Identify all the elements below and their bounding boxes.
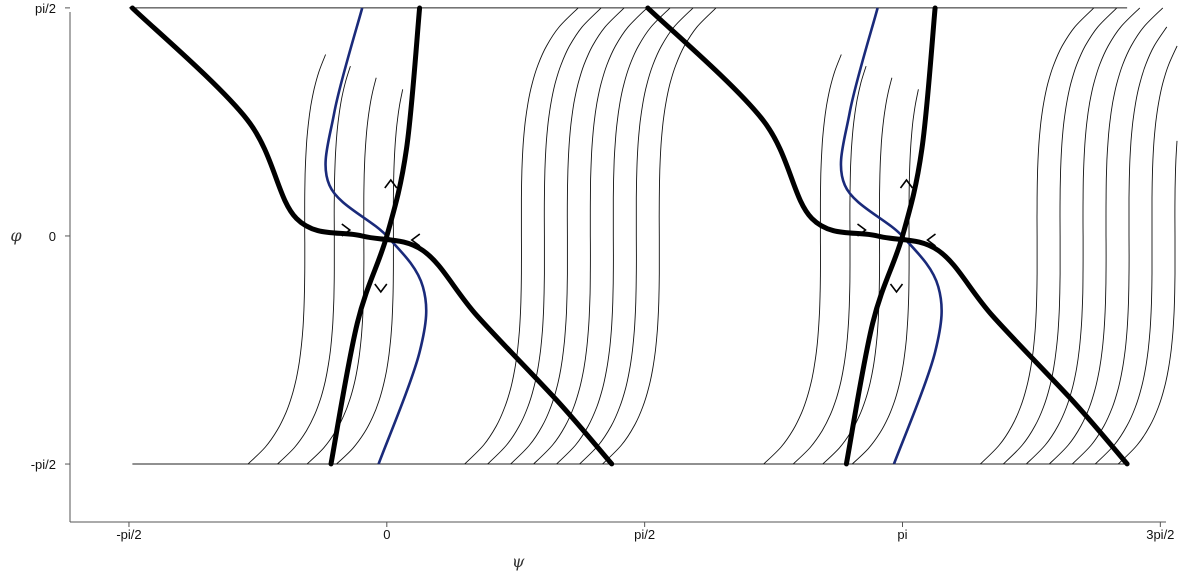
- trajectory-line: [1094, 45, 1178, 465]
- x-tick-label: -pi/2: [116, 527, 141, 542]
- trajectory-line: [1117, 140, 1178, 465]
- arrow-marker: [889, 283, 904, 294]
- trajectory-line: [247, 54, 327, 465]
- y-axis-label: φ: [10, 226, 22, 245]
- tick-labels: -pi/2 0 pi/2 pi 3pi/2 pi/2 0 -pi/2 ψ φ: [10, 1, 1174, 571]
- trajectory-line: [277, 65, 351, 465]
- trajectory-line: [556, 7, 671, 465]
- arrow-marker: [374, 283, 388, 294]
- trajectory-line: [579, 7, 694, 465]
- trajectory-line: [1071, 26, 1168, 465]
- y-tick-label: -pi/2: [31, 457, 56, 472]
- trajectory-line: [510, 7, 625, 465]
- trajectory-line: [792, 65, 867, 465]
- x-tick-label: pi: [897, 527, 907, 542]
- x-tick-label: 3pi/2: [1146, 527, 1174, 542]
- trajectory-line: [979, 7, 1095, 465]
- trajectory-line: [487, 7, 602, 465]
- arrow-marker: [926, 233, 936, 247]
- x-axis-label: ψ: [512, 552, 525, 571]
- trajectory-line: [602, 7, 717, 465]
- flow-arrows: [341, 178, 936, 294]
- separatrix-curves: [129, 5, 1130, 467]
- trajectory-line: [1025, 7, 1141, 465]
- arrow-marker: [857, 223, 867, 237]
- arrow-marker: [410, 233, 421, 247]
- y-tick-label: 0: [49, 229, 56, 244]
- separatrix-line: [645, 5, 1130, 467]
- arrow-marker: [341, 223, 352, 237]
- arrow-marker: [384, 178, 398, 189]
- y-tick-label: pi/2: [35, 1, 56, 16]
- trajectory-line: [851, 89, 919, 465]
- separatrix-line: [843, 5, 938, 467]
- trajectory-line: [822, 77, 893, 465]
- flow-trajectories: [247, 7, 1178, 465]
- separatrix-line: [328, 5, 423, 467]
- separatrix-line: [129, 5, 615, 467]
- trajectory-line: [336, 89, 404, 465]
- arrow-marker: [899, 178, 914, 189]
- trajectory-line: [464, 7, 579, 465]
- trajectory-line: [533, 7, 648, 465]
- trajectory-line: [306, 77, 377, 465]
- trajectory-line: [763, 54, 842, 465]
- x-tick-label: 0: [383, 527, 390, 542]
- axes: [65, 7, 1166, 527]
- x-tick-label: pi/2: [634, 527, 655, 542]
- trajectory-line: [1048, 7, 1164, 465]
- trajectory-line: [1002, 7, 1118, 465]
